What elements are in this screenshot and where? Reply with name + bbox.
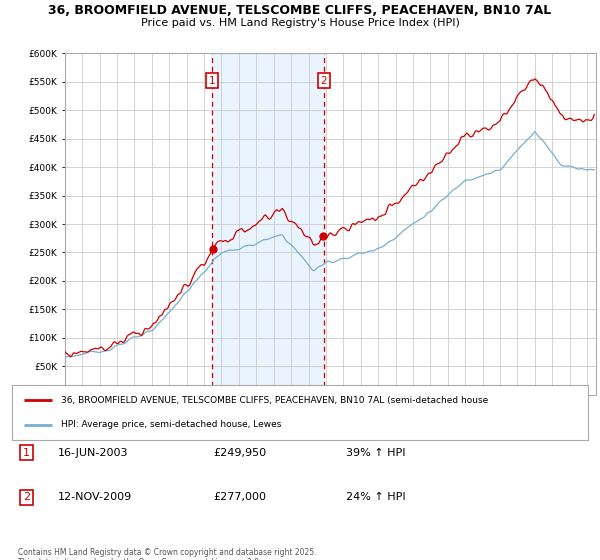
Text: 12-NOV-2009: 12-NOV-2009: [58, 492, 133, 502]
Text: 2: 2: [23, 492, 30, 502]
Text: HPI: Average price, semi-detached house, Lewes: HPI: Average price, semi-detached house,…: [61, 420, 281, 429]
Text: 16-JUN-2003: 16-JUN-2003: [58, 447, 128, 458]
Text: 1: 1: [209, 76, 215, 86]
Text: 1: 1: [23, 447, 30, 458]
Text: 2: 2: [320, 76, 327, 86]
Text: Contains HM Land Registry data © Crown copyright and database right 2025.
This d: Contains HM Land Registry data © Crown c…: [18, 548, 317, 560]
Text: Price paid vs. HM Land Registry's House Price Index (HPI): Price paid vs. HM Land Registry's House …: [140, 18, 460, 28]
Text: 36, BROOMFIELD AVENUE, TELSCOMBE CLIFFS, PEACEHAVEN, BN10 7AL: 36, BROOMFIELD AVENUE, TELSCOMBE CLIFFS,…: [49, 4, 551, 17]
Text: 36, BROOMFIELD AVENUE, TELSCOMBE CLIFFS, PEACEHAVEN, BN10 7AL (semi-detached hou: 36, BROOMFIELD AVENUE, TELSCOMBE CLIFFS,…: [61, 396, 488, 405]
Text: £277,000: £277,000: [214, 492, 266, 502]
Text: £249,950: £249,950: [214, 447, 267, 458]
Bar: [212, 53, 323, 395]
Text: 24% ↑ HPI: 24% ↑ HPI: [346, 492, 406, 502]
Text: 39% ↑ HPI: 39% ↑ HPI: [346, 447, 406, 458]
